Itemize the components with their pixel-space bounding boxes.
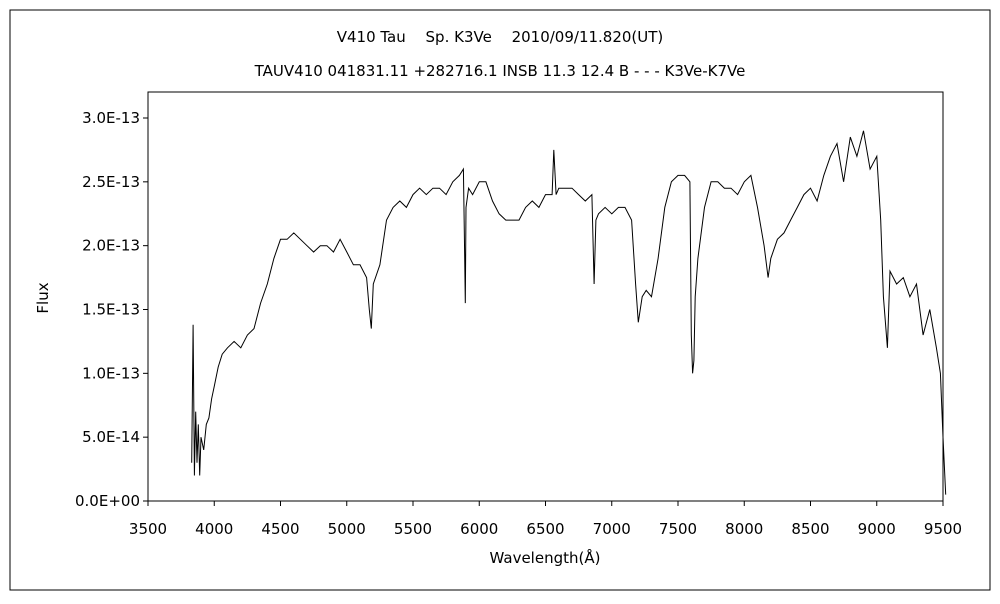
x-tick-label: 9000 (858, 520, 896, 538)
y-tick-label: 1.5E-13 (82, 301, 140, 319)
x-tick-label: 4000 (195, 520, 233, 538)
y-tick-label: 3.0E-13 (82, 109, 140, 127)
chart-subtitle: TAUV410 041831.11 +282716.1 INSB 11.3 12… (254, 62, 746, 80)
y-axis-label: Flux (34, 282, 52, 313)
y-tick-label: 1.0E-13 (82, 364, 140, 382)
y-tick-label: 2.5E-13 (82, 173, 140, 191)
x-tick-label: 5000 (328, 520, 366, 538)
x-tick-label: 6000 (460, 520, 498, 538)
series-layer (191, 130, 947, 495)
chart-title: V410 Tau Sp. K3Ve 2010/09/11.820(UT) (337, 28, 664, 46)
x-tick-label: 8000 (725, 520, 763, 538)
y-axis: 0.0E+00 5.0E-14 1.0E-13 1.5E-13 2.0E-13 2.5E-… (75, 109, 148, 510)
x-tick-label: 5500 (394, 520, 432, 538)
x-tick-label: 9500 (924, 520, 962, 538)
x-tick-label: 4500 (261, 520, 299, 538)
spectrum-line (191, 130, 947, 495)
x-axis-label: Wavelength(Å) (490, 548, 601, 567)
x-tick-label: 7500 (659, 520, 697, 538)
x-tick-label: 6500 (526, 520, 564, 538)
y-tick-label: 5.0E-14 (82, 428, 140, 446)
x-tick-label: 7000 (593, 520, 631, 538)
x-tick-label: 8500 (791, 520, 829, 538)
x-tick-label: 3500 (129, 520, 167, 538)
x-axis: 3500 4000 4500 5000 5500 6000 6500 7000 7500 8000… (129, 501, 962, 538)
plot-area (147, 91, 944, 502)
y-tick-label: 2.0E-13 (82, 237, 140, 255)
y-tick-label: 0.0E+00 (75, 492, 140, 510)
